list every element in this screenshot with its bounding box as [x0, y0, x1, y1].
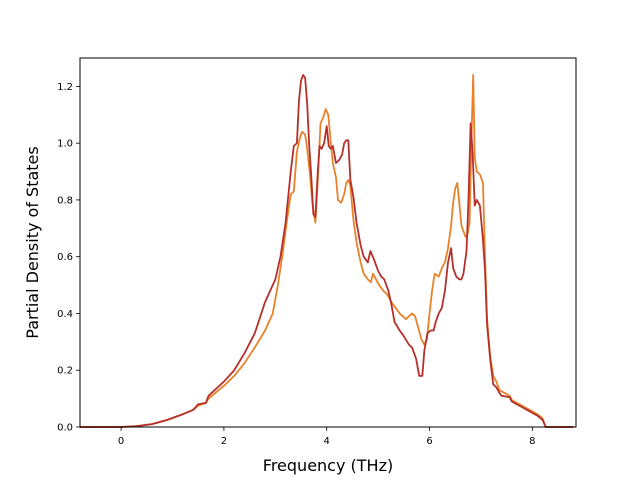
y-tick-label: 0.0 [57, 423, 73, 434]
series-layer [80, 74, 574, 428]
y-axis-title: Partial Density of States [23, 146, 42, 338]
x-tick-label: 6 [426, 436, 432, 447]
series-line-2 [80, 74, 574, 428]
x-tick-label: 4 [324, 436, 330, 447]
y-tick-label: 1.2 [57, 82, 73, 93]
x-axis-title: Frequency (THz) [263, 456, 393, 475]
y-tick-label: 0.4 [57, 309, 73, 320]
y-tick-label: 1.0 [57, 139, 73, 150]
x-tick-label: 2 [221, 436, 227, 447]
x-axis-ticks: 0 2 4 6 8 [118, 427, 535, 447]
x-tick-label: 0 [118, 436, 124, 447]
plot-frame [79, 57, 577, 428]
x-tick-label: 8 [529, 436, 535, 447]
series-line-1 [80, 74, 574, 428]
y-tick-label: 0.2 [57, 366, 73, 377]
y-tick-label: 0.6 [57, 252, 73, 263]
y-tick-label: 0.8 [57, 195, 73, 206]
y-axis-ticks: 0.0 0.2 0.4 0.6 0.8 1.0 1.2 [57, 82, 80, 434]
